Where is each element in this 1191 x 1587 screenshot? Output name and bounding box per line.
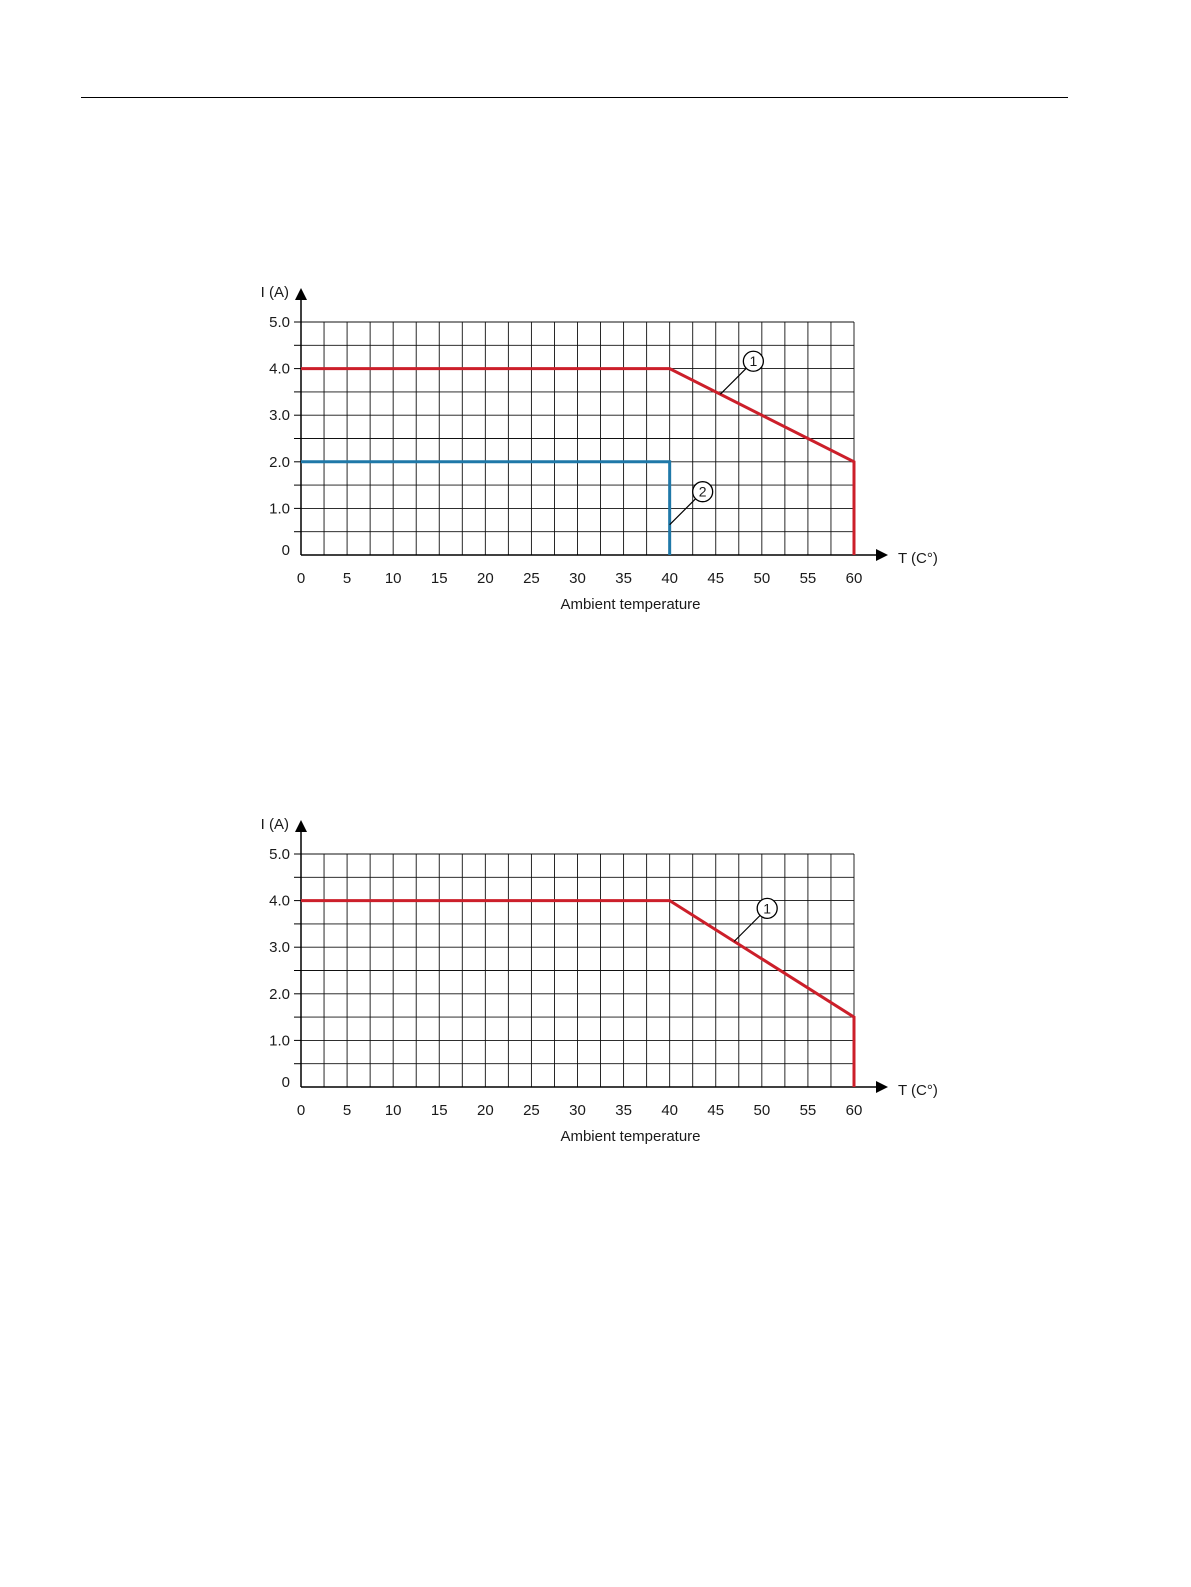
callout-number: 2 [699, 484, 707, 500]
x-tick-label: 20 [477, 1102, 494, 1119]
grid [301, 853, 855, 1087]
x-tick-label: 40 [661, 1102, 678, 1119]
y-axis-unit-label: I (A) [261, 284, 289, 301]
y-tick-label: 3.0 [269, 939, 290, 956]
callout-number: 1 [749, 353, 757, 369]
x-tick-label: 15 [431, 1102, 448, 1119]
header-rule [81, 97, 1068, 98]
y-tick-label: 4.0 [269, 361, 290, 378]
x-tick-label: 50 [753, 1102, 770, 1119]
x-tick-label: 15 [431, 570, 448, 587]
y-axis-arrow-icon [295, 820, 307, 832]
grid [301, 321, 855, 555]
x-axis-unit-label: T (C°) [898, 550, 938, 567]
y-tick-label: 4.0 [269, 893, 290, 910]
x-tick-label: 30 [569, 1102, 586, 1119]
x-tick-label: 5 [343, 1102, 351, 1119]
y-tick-label: 2.0 [269, 454, 290, 471]
x-tick-label: 25 [523, 570, 540, 587]
y-tick-label: 2.0 [269, 986, 290, 1003]
x-axis-arrow-icon [876, 1081, 888, 1093]
series-line-1 [301, 367, 856, 555]
callout-circle-icon [692, 481, 714, 503]
y-tick-label: 5.0 [269, 846, 290, 863]
derating-chart-1: 0 1.0 2.0 3.0 4.0 5.0 0 5 10 15 20 25 30 35 40 45 50 55 60… [261, 284, 938, 613]
x-axis-unit-label: T (C°) [898, 1082, 938, 1099]
x-tick-label: 50 [753, 570, 770, 587]
x-axis-label: Ambient temperature [560, 1128, 700, 1145]
callout-leader-line [669, 498, 697, 526]
y-tick-label: 0 [282, 1074, 290, 1091]
x-tick-label: 0 [297, 570, 305, 587]
callout-leader-line [719, 367, 747, 395]
y-axis-arrow-icon [295, 288, 307, 300]
derating-chart-2: 0 1.0 2.0 3.0 4.0 5.0 0 5 10 15 20 25 30 35 40 45 50 55 60… [261, 816, 938, 1145]
x-tick-label: 40 [661, 570, 678, 587]
x-tick-label: 10 [385, 570, 402, 587]
x-tick-label: 60 [846, 1102, 863, 1119]
x-tick-label: 20 [477, 570, 494, 587]
callout-number: 1 [763, 900, 771, 916]
y-tick-label: 1.0 [269, 1032, 290, 1049]
y-axis-unit-label: I (A) [261, 816, 289, 833]
y-tick-label: 1.0 [269, 500, 290, 517]
y-tick-label: 3.0 [269, 407, 290, 424]
callout-circle-icon [742, 350, 765, 372]
x-tick-label: 0 [297, 1102, 305, 1119]
x-tick-label: 35 [615, 570, 632, 587]
x-tick-label: 45 [707, 1102, 724, 1119]
x-tick-label: 35 [615, 1102, 632, 1119]
x-tick-label: 55 [800, 570, 817, 587]
x-tick-label: 55 [800, 1102, 817, 1119]
x-tick-label: 60 [846, 570, 863, 587]
callout-leader-line [733, 914, 761, 942]
y-tick-label: 0 [282, 542, 290, 559]
x-axis-arrow-icon [876, 549, 888, 561]
x-tick-label: 10 [385, 1102, 402, 1119]
series-line-1 [301, 899, 856, 1087]
callout-circle-icon [756, 897, 778, 920]
x-axis-label: Ambient temperature [560, 596, 700, 613]
x-tick-label: 25 [523, 1102, 540, 1119]
x-tick-label: 30 [569, 570, 586, 587]
x-tick-label: 45 [707, 570, 724, 587]
y-tick-label: 5.0 [269, 314, 290, 331]
x-tick-label: 5 [343, 570, 351, 587]
